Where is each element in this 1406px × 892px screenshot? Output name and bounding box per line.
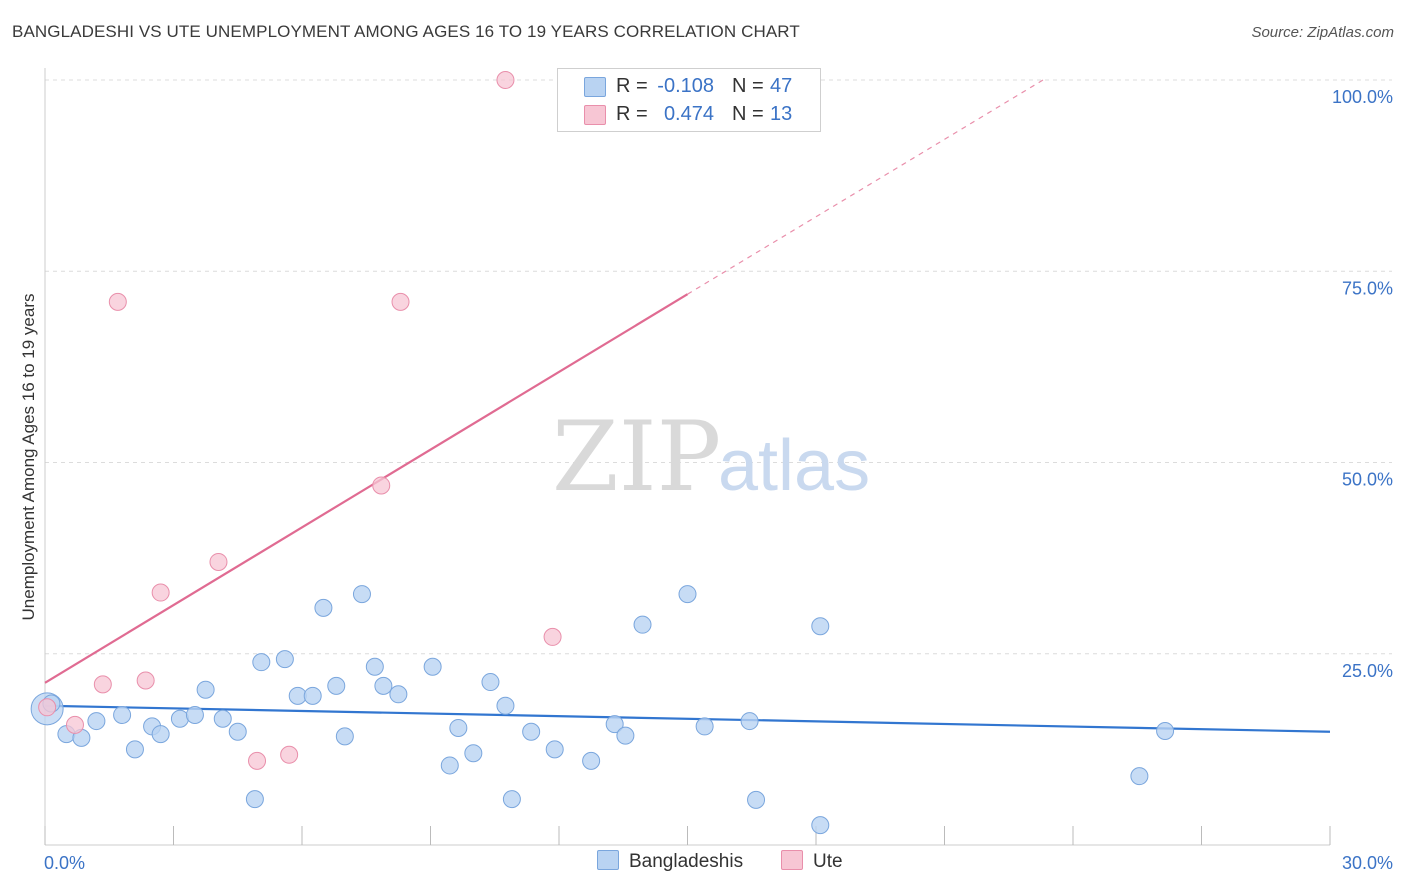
data-points	[30, 71, 1175, 835]
data-point-bangladeshis	[352, 585, 371, 604]
data-point-bangladeshis	[125, 740, 144, 759]
axis-labels: 25.0% 50.0% 75.0% 100.0% 0.0% 30.0% Unemployme…	[19, 87, 1393, 873]
data-point-bangladeshis	[245, 790, 264, 809]
legend-row-ute: R = 0.474 N = 13	[558, 100, 820, 128]
data-point-ute	[65, 715, 84, 734]
data-point-bangladeshis	[365, 657, 384, 676]
data-point-bangladeshis	[582, 751, 601, 770]
data-point-ute	[209, 552, 228, 571]
data-point-bangladeshis	[740, 712, 759, 731]
legend-n-label: N =	[732, 103, 764, 125]
legend-swatch-pink	[781, 850, 803, 870]
data-point-bangladeshis	[616, 726, 635, 745]
data-point-bangladeshis	[389, 685, 408, 704]
data-point-bangladeshis	[522, 722, 541, 741]
legend-r-label: R =	[616, 75, 648, 97]
data-point-bangladeshis	[545, 740, 564, 759]
y-tick-label: 75.0%	[1342, 278, 1393, 298]
x-tick-label: 0.0%	[44, 853, 85, 873]
trend-line-bangladeshis	[44, 704, 1331, 733]
data-point-bangladeshis	[151, 725, 170, 744]
data-point-bangladeshis	[303, 686, 322, 705]
data-point-bangladeshis	[449, 718, 468, 737]
chart-title: BANGLADESHI VS UTE UNEMPLOYMENT AMONG AG…	[12, 22, 800, 41]
data-point-bangladeshis	[1156, 722, 1175, 741]
legend-n-value: 13	[770, 103, 793, 125]
data-point-bangladeshis	[481, 673, 500, 692]
data-point-bangladeshis	[252, 653, 271, 672]
legend-label-bangladeshis: Bangladeshis	[629, 851, 744, 872]
data-point-bangladeshis	[374, 676, 393, 695]
y-tick-label: 100.0%	[1332, 87, 1393, 107]
data-point-bangladeshis	[213, 709, 232, 728]
legend-r-value: -0.108	[657, 75, 714, 97]
legend-swatch-blue	[597, 850, 619, 870]
legend-r-value: 0.474	[663, 103, 714, 125]
grid-lines	[45, 79, 1392, 655]
data-point-bangladeshis	[87, 712, 106, 731]
data-point-ute	[108, 292, 127, 311]
data-point-bangladeshis	[678, 585, 697, 604]
y-tick-label: 25.0%	[1342, 661, 1393, 681]
legend-row-bangladeshis: R = -0.108 N = 47	[558, 72, 820, 100]
data-point-bangladeshis	[811, 617, 830, 636]
data-point-bangladeshis	[1130, 767, 1149, 786]
data-point-ute	[496, 71, 515, 89]
data-point-bangladeshis	[423, 657, 442, 676]
data-point-bangladeshis	[327, 676, 346, 695]
data-point-bangladeshis	[196, 680, 215, 699]
data-point-bangladeshis	[228, 722, 247, 741]
data-point-ute	[38, 698, 57, 717]
legend-n-value: 47	[770, 75, 793, 97]
data-point-bangladeshis	[811, 816, 830, 835]
trend-lines	[44, 79, 1331, 733]
data-point-bangladeshis	[464, 744, 483, 763]
stats-legend: R = -0.108 N = 47 R = 0.474 N = 13	[557, 68, 821, 132]
watermark-zip: ZIP	[552, 401, 721, 513]
data-point-bangladeshis	[502, 790, 521, 809]
legend-swatch-pink	[584, 105, 606, 125]
y-axis-title: Unemployment Among Ages 16 to 19 years	[19, 294, 38, 621]
data-point-ute	[280, 745, 299, 764]
data-point-bangladeshis	[275, 650, 294, 669]
data-point-bangladeshis	[314, 598, 333, 617]
data-point-bangladeshis	[440, 756, 459, 775]
data-point-bangladeshis	[288, 686, 307, 705]
data-point-bangladeshis	[335, 727, 354, 746]
legend-r-label: R =	[616, 103, 648, 125]
data-point-bangladeshis	[695, 717, 714, 736]
x-tick-label: 30.0%	[1342, 853, 1393, 873]
data-point-ute	[248, 751, 267, 770]
data-point-bangladeshis	[605, 715, 624, 734]
axes	[44, 68, 1331, 846]
data-point-bangladeshis	[633, 615, 652, 634]
legend-n-label: N =	[732, 75, 764, 97]
data-point-ute	[543, 627, 562, 646]
legend-item-bangladeshis: Bangladeshis	[597, 850, 743, 873]
data-point-ute	[136, 671, 155, 690]
legend-label-ute: Ute	[813, 851, 843, 872]
y-tick-label: 50.0%	[1342, 470, 1393, 490]
data-point-bangladeshis	[170, 709, 189, 728]
data-point-bangladeshis	[747, 790, 766, 809]
watermark: ZIP atlas	[552, 401, 870, 513]
data-point-bangladeshis	[185, 705, 204, 724]
data-point-bangladeshis	[496, 696, 515, 715]
data-point-ute	[372, 476, 391, 495]
legend-swatch-blue	[584, 77, 606, 97]
data-point-ute	[93, 675, 112, 694]
data-point-ute	[391, 292, 410, 311]
watermark-atlas: atlas	[718, 426, 870, 506]
data-point-bangladeshis	[113, 705, 132, 724]
source-label: Source: ZipAtlas.com	[1251, 24, 1394, 41]
legend-item-ute: Ute	[781, 850, 843, 873]
data-point-ute	[151, 583, 170, 602]
trend-line-ute	[44, 293, 689, 684]
